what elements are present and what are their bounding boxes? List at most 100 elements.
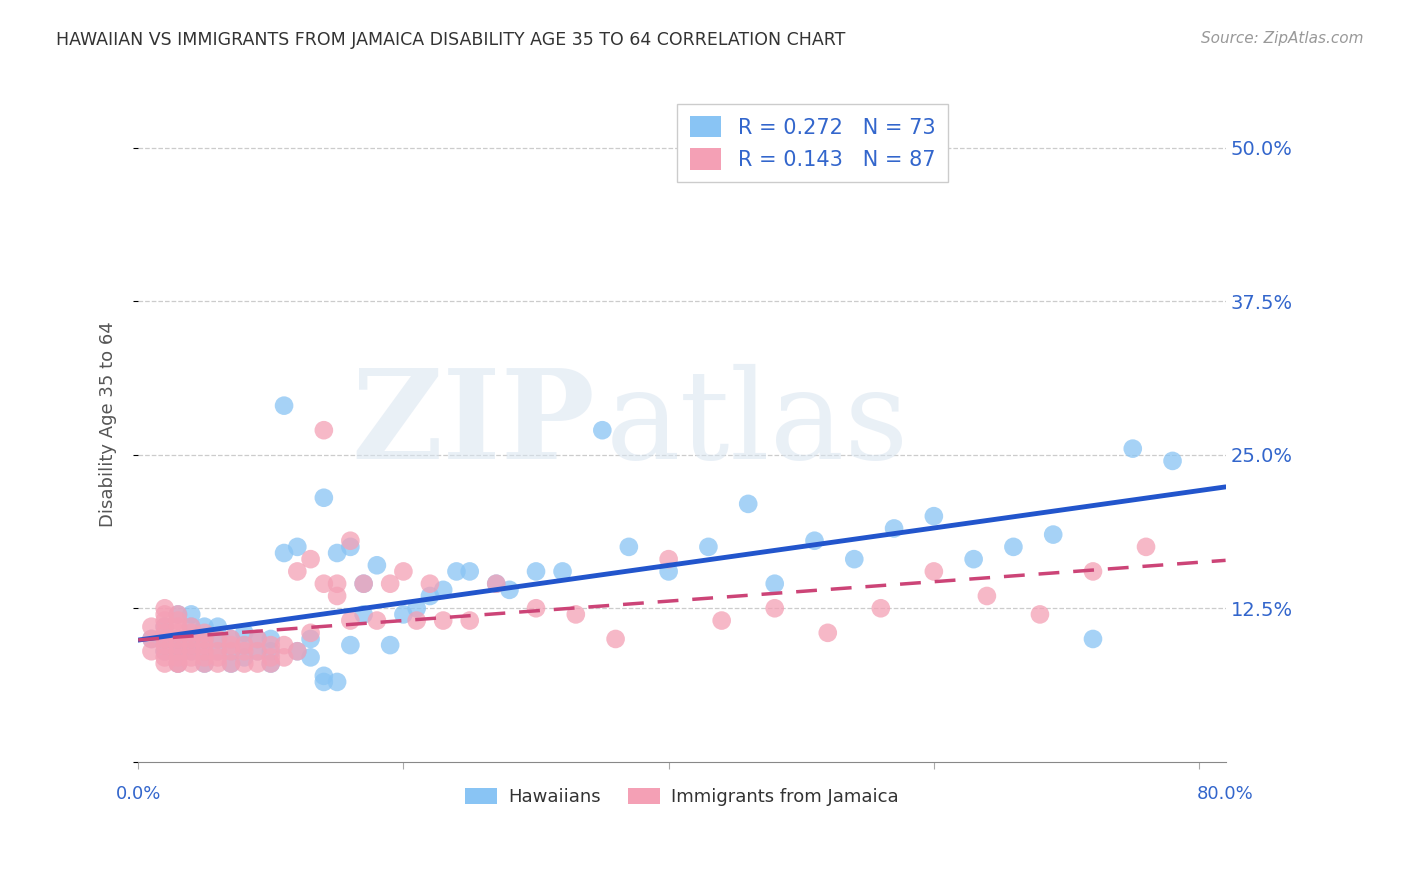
Text: Source: ZipAtlas.com: Source: ZipAtlas.com	[1201, 31, 1364, 46]
Point	[524, 565, 547, 579]
Point	[219, 644, 242, 658]
Point	[180, 632, 202, 646]
Point	[432, 582, 454, 597]
Point	[803, 533, 825, 548]
Point	[326, 576, 349, 591]
Point	[591, 423, 613, 437]
Text: 0.0%: 0.0%	[115, 785, 160, 803]
Point	[219, 657, 242, 671]
Point	[193, 632, 215, 646]
Point	[1161, 454, 1184, 468]
Text: ZIP: ZIP	[352, 364, 595, 484]
Point	[458, 614, 481, 628]
Point	[167, 632, 190, 646]
Point	[193, 657, 215, 671]
Point	[299, 650, 322, 665]
Point	[273, 650, 295, 665]
Point	[339, 533, 361, 548]
Point	[167, 632, 190, 646]
Point	[976, 589, 998, 603]
Point	[312, 423, 335, 437]
Point	[167, 607, 190, 622]
Point	[1135, 540, 1157, 554]
Point	[844, 552, 866, 566]
Point	[339, 614, 361, 628]
Point	[446, 565, 468, 579]
Point	[180, 632, 202, 646]
Point	[326, 546, 349, 560]
Point	[193, 650, 215, 665]
Text: HAWAIIAN VS IMMIGRANTS FROM JAMAICA DISABILITY AGE 35 TO 64 CORRELATION CHART: HAWAIIAN VS IMMIGRANTS FROM JAMAICA DISA…	[56, 31, 845, 49]
Point	[141, 620, 163, 634]
Point	[1081, 565, 1104, 579]
Point	[312, 491, 335, 505]
Point	[419, 589, 441, 603]
Point	[353, 576, 375, 591]
Point	[1042, 527, 1064, 541]
Point	[392, 565, 415, 579]
Point	[207, 632, 229, 646]
Point	[233, 650, 256, 665]
Point	[153, 601, 176, 615]
Point	[167, 657, 190, 671]
Point	[180, 644, 202, 658]
Point	[260, 644, 283, 658]
Point	[524, 601, 547, 615]
Point	[153, 614, 176, 628]
Point	[246, 632, 269, 646]
Point	[167, 650, 190, 665]
Point	[565, 607, 588, 622]
Point	[419, 576, 441, 591]
Legend: Hawaiians, Immigrants from Jamaica: Hawaiians, Immigrants from Jamaica	[458, 780, 905, 814]
Point	[299, 625, 322, 640]
Point	[219, 632, 242, 646]
Point	[167, 644, 190, 658]
Text: atlas: atlas	[606, 364, 910, 484]
Point	[233, 657, 256, 671]
Point	[285, 565, 308, 579]
Point	[710, 614, 733, 628]
Point	[260, 638, 283, 652]
Point	[153, 620, 176, 634]
Point	[207, 620, 229, 634]
Point	[353, 576, 375, 591]
Point	[193, 644, 215, 658]
Point	[498, 582, 520, 597]
Point	[1029, 607, 1052, 622]
Point	[233, 625, 256, 640]
Point	[485, 576, 508, 591]
Point	[219, 632, 242, 646]
Point	[339, 540, 361, 554]
Y-axis label: Disability Age 35 to 64: Disability Age 35 to 64	[100, 321, 117, 527]
Point	[207, 644, 229, 658]
Point	[233, 638, 256, 652]
Point	[737, 497, 759, 511]
Point	[326, 675, 349, 690]
Point	[180, 625, 202, 640]
Point	[922, 509, 945, 524]
Point	[153, 650, 176, 665]
Point	[273, 399, 295, 413]
Point	[153, 607, 176, 622]
Point	[366, 614, 388, 628]
Point	[153, 644, 176, 658]
Point	[193, 625, 215, 640]
Point	[869, 601, 891, 615]
Point	[658, 565, 681, 579]
Point	[193, 620, 215, 634]
Point	[1002, 540, 1025, 554]
Point	[962, 552, 984, 566]
Point	[246, 644, 269, 658]
Point	[167, 607, 190, 622]
Point	[167, 657, 190, 671]
Point	[153, 625, 176, 640]
Point	[193, 638, 215, 652]
Point	[273, 546, 295, 560]
Point	[233, 644, 256, 658]
Point	[233, 638, 256, 652]
Point	[193, 657, 215, 671]
Point	[432, 614, 454, 628]
Point	[153, 638, 176, 652]
Point	[485, 576, 508, 591]
Point	[260, 657, 283, 671]
